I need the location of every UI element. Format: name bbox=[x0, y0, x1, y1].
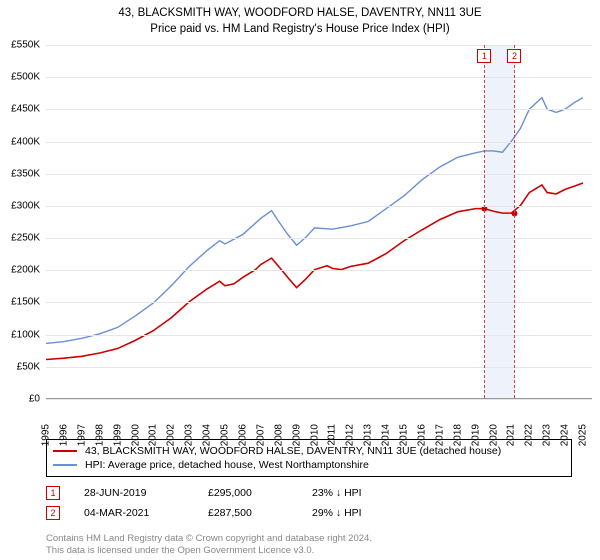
title-address: 43, BLACKSMITH WAY, WOODFORD HALSE, DAVE… bbox=[0, 6, 600, 22]
y-tick-label: £400K bbox=[11, 136, 40, 147]
legend-item: HPI: Average price, detached house, West… bbox=[53, 458, 565, 472]
y-tick-label: £200K bbox=[11, 265, 40, 276]
chart-lines bbox=[46, 45, 592, 398]
y-tick-label: £350K bbox=[11, 168, 40, 179]
x-tick-label: 2009 bbox=[291, 424, 302, 446]
x-tick-label: 2011 bbox=[327, 424, 338, 446]
sale-price: £295,000 bbox=[208, 487, 288, 499]
sale-marker-2: 2 bbox=[507, 49, 521, 63]
legend-label: HPI: Average price, detached house, West… bbox=[85, 459, 369, 471]
y-axis-labels: £0 £50K £100K £150K £200K £250K £300K £350K £400… bbox=[0, 37, 44, 437]
sale-row: 1 28-JUN-2019 £295,000 23% ↓ HPI bbox=[46, 483, 580, 503]
sale-price: £287,500 bbox=[208, 507, 288, 519]
x-tick-label: 2022 bbox=[524, 424, 535, 446]
y-tick-label: £450K bbox=[11, 104, 40, 115]
x-tick-label: 1995 bbox=[41, 424, 52, 446]
sale-marker-1: 1 bbox=[477, 49, 491, 63]
y-tick-label: £300K bbox=[11, 200, 40, 211]
series-hpi bbox=[46, 98, 583, 344]
x-tick-label: 2000 bbox=[130, 424, 141, 446]
x-tick-label: 2007 bbox=[255, 424, 266, 446]
footer-line1: Contains HM Land Registry data © Crown c… bbox=[46, 533, 580, 545]
x-tick-label: 2001 bbox=[148, 424, 159, 446]
plot-region: 12 bbox=[46, 45, 592, 399]
y-tick-label: £50K bbox=[17, 361, 40, 372]
x-tick-label: 1996 bbox=[58, 424, 69, 446]
x-tick-label: 2012 bbox=[345, 424, 356, 446]
x-tick-label: 2002 bbox=[166, 424, 177, 446]
x-tick-label: 2010 bbox=[309, 424, 320, 446]
x-tick-label: 2014 bbox=[381, 424, 392, 446]
legend-swatch bbox=[53, 464, 77, 466]
legend-label: 43, BLACKSMITH WAY, WOODFORD HALSE, DAVE… bbox=[85, 445, 501, 457]
x-axis-labels: 1995199619971998199920002001200220032004… bbox=[46, 401, 592, 437]
legend-swatch bbox=[53, 450, 77, 452]
sale-row: 2 04-MAR-2021 £287,500 29% ↓ HPI bbox=[46, 503, 580, 523]
y-tick-label: £100K bbox=[11, 329, 40, 340]
x-tick-label: 1999 bbox=[112, 424, 123, 446]
x-tick-label: 2004 bbox=[202, 424, 213, 446]
footer-line2: This data is licensed under the Open Gov… bbox=[46, 545, 580, 557]
x-tick-label: 2017 bbox=[434, 424, 445, 446]
x-tick-label: 2016 bbox=[416, 424, 427, 446]
y-tick-label: £250K bbox=[11, 233, 40, 244]
sale-number-box: 1 bbox=[46, 486, 60, 500]
sale-diff: 23% ↓ HPI bbox=[312, 487, 402, 499]
x-tick-label: 2019 bbox=[470, 424, 481, 446]
sales-table: 1 28-JUN-2019 £295,000 23% ↓ HPI 2 04-MAR-202… bbox=[46, 483, 580, 523]
chart-titles: 43, BLACKSMITH WAY, WOODFORD HALSE, DAVE… bbox=[0, 0, 600, 37]
sale-date: 04-MAR-2021 bbox=[84, 507, 184, 519]
title-subtitle: Price paid vs. HM Land Registry's House … bbox=[0, 22, 600, 38]
x-tick-label: 2013 bbox=[363, 424, 374, 446]
x-tick-label: 2020 bbox=[488, 424, 499, 446]
y-tick-label: £0 bbox=[29, 394, 40, 405]
sale-diff: 29% ↓ HPI bbox=[312, 507, 402, 519]
x-tick-label: 2008 bbox=[273, 424, 284, 446]
y-tick-label: £500K bbox=[11, 72, 40, 83]
footer-attribution: Contains HM Land Registry data © Crown c… bbox=[46, 533, 580, 558]
x-tick-label: 2015 bbox=[399, 424, 410, 446]
sale-number-box: 2 bbox=[46, 506, 60, 520]
x-tick-label: 2025 bbox=[578, 424, 589, 446]
x-tick-label: 2003 bbox=[184, 424, 195, 446]
y-tick-label: £150K bbox=[11, 297, 40, 308]
x-tick-label: 2018 bbox=[452, 424, 463, 446]
x-tick-label: 1998 bbox=[94, 424, 105, 446]
x-tick-label: 2005 bbox=[220, 424, 231, 446]
x-tick-label: 2023 bbox=[542, 424, 553, 446]
x-tick-label: 1997 bbox=[76, 424, 87, 446]
sale-date: 28-JUN-2019 bbox=[84, 487, 184, 499]
chart-area: £0 £50K £100K £150K £200K £250K £300K £350K £400… bbox=[0, 37, 600, 437]
x-tick-label: 2006 bbox=[237, 424, 248, 446]
y-tick-label: £550K bbox=[11, 40, 40, 51]
x-tick-label: 2021 bbox=[506, 424, 517, 446]
x-tick-label: 2024 bbox=[560, 424, 571, 446]
